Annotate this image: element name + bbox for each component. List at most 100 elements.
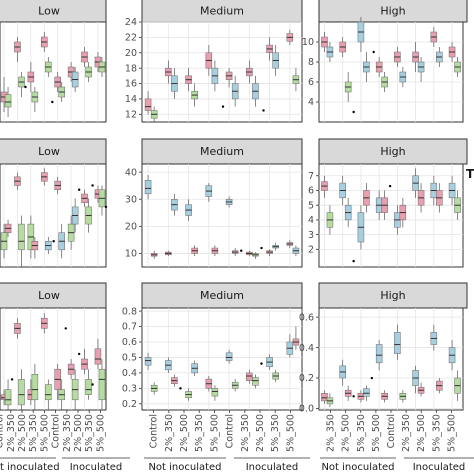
y-tick-label: 0.4 xyxy=(122,368,137,379)
x-tick-label: 2%_500 xyxy=(416,414,427,452)
y-tick-label: 4 xyxy=(308,97,314,108)
box xyxy=(363,388,370,397)
outlier-point xyxy=(260,362,263,365)
y-tick-label: 0.4 xyxy=(299,343,314,354)
facet-strip xyxy=(141,282,303,309)
y-tick-label: 30 xyxy=(125,194,137,205)
outlier-point xyxy=(77,352,81,356)
box xyxy=(4,389,12,406)
y-tick-label: 14 xyxy=(125,94,137,105)
x-tick-label: 5%_500 xyxy=(39,414,50,452)
box xyxy=(4,94,12,108)
x-tick-label: Control xyxy=(149,414,160,448)
y-tick-label: 18 xyxy=(125,63,137,74)
outlier-point xyxy=(51,100,54,104)
y-tick-label: 24 xyxy=(125,17,137,28)
box xyxy=(394,332,401,354)
outlier-point xyxy=(64,327,67,330)
y-tick-label: 0.0 xyxy=(299,404,314,415)
x-tick-label: 2%_350 xyxy=(401,414,412,452)
facet-title: Medium xyxy=(200,5,244,18)
group-label-inoculated: Inoculated xyxy=(70,462,123,473)
outlier-point xyxy=(91,184,94,187)
box xyxy=(98,368,106,401)
outlier-point xyxy=(372,50,375,54)
box xyxy=(375,344,383,364)
outlier-point xyxy=(352,395,355,398)
panel-1-2: High 2 3 4 5 6 7 xyxy=(308,138,468,268)
box xyxy=(246,372,253,381)
box xyxy=(31,374,39,401)
y-tick-label: 40 xyxy=(125,167,137,178)
y-tick-label: 10 xyxy=(125,249,137,260)
y-tick-label: 0.5 xyxy=(122,353,137,364)
x-tick-label: 2%_500 xyxy=(73,414,84,452)
panel-background xyxy=(318,307,464,411)
facet-title: Low xyxy=(38,289,60,302)
group-label-not-inoculated: Not inoculated xyxy=(148,462,221,473)
y-tick-label: 22 xyxy=(125,33,137,44)
box xyxy=(85,379,92,395)
y-tick-label: 10 xyxy=(302,37,314,48)
y-tick-label: 20 xyxy=(125,222,137,233)
y-tick-label: 0.7 xyxy=(122,322,137,333)
facet-title: Low xyxy=(38,145,60,158)
box xyxy=(211,388,219,397)
outlier-point xyxy=(104,205,108,209)
y-tick-label: 2 xyxy=(308,245,314,256)
panel-background xyxy=(141,163,303,268)
box xyxy=(321,393,328,402)
panel-2-2: High 0.0 0.2 0.4 0.6 2%_350 2%_500 5%_350 5%_500… xyxy=(299,282,468,452)
box xyxy=(94,348,102,365)
outlier-point xyxy=(77,188,81,191)
group-label-not-inoculated: Not inoculated xyxy=(321,462,394,473)
x-tick-label: Control xyxy=(225,414,236,448)
x-tick-label: 5%_500 xyxy=(209,414,220,452)
outlier-point xyxy=(352,110,355,114)
x-tick-label: 2%_350 xyxy=(6,414,17,452)
facet-title: High xyxy=(380,289,405,302)
facet-strip xyxy=(0,138,107,165)
panel-2-0: Low xyxy=(0,282,107,411)
x-tick-label: 5%_500 xyxy=(446,414,457,452)
box xyxy=(144,357,152,366)
facet-title: Medium xyxy=(200,289,244,302)
panel-0-1: Medium 12 14 16 18 20 22 24 xyxy=(125,0,303,123)
outlier-point xyxy=(10,378,14,381)
y-tick-label: 0.3 xyxy=(122,384,137,395)
x-tick-label: 2%_500 xyxy=(255,414,266,452)
y-tick-label: 12 xyxy=(125,110,137,121)
outlier-point xyxy=(221,105,225,108)
facet-title: Medium xyxy=(200,145,244,158)
y-tick-label: 7 xyxy=(308,171,314,182)
box xyxy=(18,223,25,251)
outlier-point xyxy=(24,85,27,89)
panel-1-1: Medium 10 20 30 40 xyxy=(125,138,303,268)
panel-background xyxy=(318,21,464,123)
y-tick-label: 5 xyxy=(308,200,314,211)
panel-background xyxy=(318,163,464,268)
outlier-point xyxy=(52,240,55,243)
x-tick-label: 5%_350 xyxy=(431,414,442,452)
x-tick-label: 2%_350 xyxy=(326,414,337,452)
x-tick-label: Control xyxy=(386,414,397,448)
right-edge-letter: T xyxy=(466,167,474,181)
x-tick-label: Control xyxy=(51,414,62,448)
outlier-point xyxy=(260,246,263,250)
x-tick-label: Control xyxy=(0,414,6,448)
x-tick-label: 2%_500 xyxy=(341,414,352,452)
x-tick-label: 5%_500 xyxy=(95,414,106,452)
y-tick-label: 0.6 xyxy=(299,312,314,323)
box xyxy=(144,98,152,111)
facet-title: Low xyxy=(38,5,60,18)
y-tick-label: 0.6 xyxy=(122,337,137,348)
x-tick-label: 5%_350 xyxy=(356,414,367,452)
facet-strip xyxy=(318,282,468,309)
outlier-point xyxy=(240,249,243,252)
y-tick-label: 6 xyxy=(308,186,314,197)
box xyxy=(225,352,233,361)
x-tick-label: 5%_500 xyxy=(285,414,296,452)
panel-background xyxy=(141,307,303,411)
box xyxy=(144,180,152,195)
